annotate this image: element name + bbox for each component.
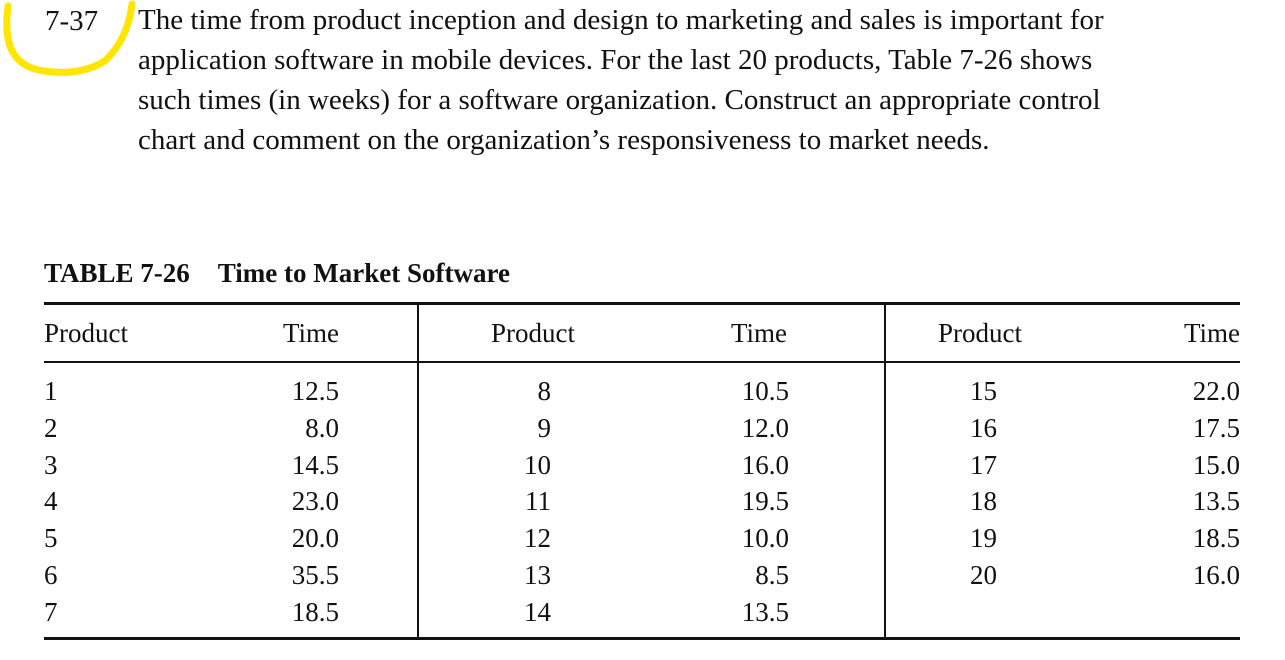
cell-time: 12.0 <box>741 413 789 443</box>
cell-product: 1 <box>44 376 58 406</box>
header-time: Time <box>283 318 340 348</box>
cell-product: 12 <box>524 523 551 553</box>
cell-time: 8.5 <box>755 560 789 590</box>
cell-time: 8.0 <box>305 413 339 443</box>
header-time: Time <box>731 318 788 348</box>
cell-time: 12.5 <box>291 376 339 406</box>
cell-product: 3 <box>44 450 58 480</box>
problem-statement: The time from product inception and desi… <box>138 0 1248 160</box>
header-product: Product <box>938 318 1022 348</box>
cell-product: 6 <box>44 560 58 590</box>
cell-product: 5 <box>44 523 58 553</box>
cell-time: 13.5 <box>1192 486 1240 516</box>
column-group-divider <box>417 304 419 639</box>
cell-time: 18.5 <box>1192 523 1240 553</box>
table-caption: TABLE 7-26 Time to Market Software <box>44 258 510 289</box>
cell-time: 20.0 <box>291 523 339 553</box>
cell-product: 14 <box>524 597 551 627</box>
cell-time: 10.5 <box>741 376 789 406</box>
cell-product: 9 <box>537 413 552 443</box>
cell-time: 16.0 <box>741 450 789 480</box>
cell-time: 10.0 <box>741 523 789 553</box>
table-header-rule <box>44 361 1240 363</box>
header-time: Time <box>1183 318 1240 348</box>
cell-product: 17 <box>970 450 997 480</box>
cell-time: 19.5 <box>741 486 789 516</box>
cell-product: 15 <box>970 376 997 406</box>
cell-time: 16.0 <box>1192 560 1240 590</box>
cell-time: 13.5 <box>741 597 789 627</box>
cell-time: 23.0 <box>291 486 339 516</box>
table-bottom-rule <box>44 637 1240 640</box>
column-group-divider <box>884 304 886 639</box>
header-product: Product <box>491 318 575 348</box>
cell-time: 15.0 <box>1192 450 1240 480</box>
cell-product: 4 <box>44 486 58 516</box>
cell-product: 13 <box>524 560 551 590</box>
problem-number: 7-37 <box>45 5 99 37</box>
cell-time: 14.5 <box>291 450 339 480</box>
cell-product: 19 <box>970 523 997 553</box>
data-table: Product Time Product Time Product Time 1… <box>44 302 1240 642</box>
cell-product: 8 <box>537 376 552 406</box>
cell-product: 20 <box>970 560 997 590</box>
problem-line: chart and comment on the organization’s … <box>138 124 990 156</box>
cell-product: 11 <box>525 486 551 516</box>
problem-line: The time from product inception and desi… <box>138 4 1104 36</box>
cell-time: 35.5 <box>291 560 339 590</box>
table-title: Time to Market Software <box>217 258 510 288</box>
cell-product: 7 <box>44 597 58 627</box>
problem-line: such times (in weeks) for a software org… <box>138 84 1101 116</box>
table-top-rule <box>44 302 1240 305</box>
cell-time: 22.0 <box>1192 376 1240 406</box>
cell-product: 10 <box>524 450 551 480</box>
problem-line: application software in mobile devices. … <box>138 44 1093 76</box>
header-product: Product <box>44 318 128 348</box>
cell-time: 17.5 <box>1192 413 1240 443</box>
table-label: TABLE 7-26 <box>44 258 190 288</box>
cell-product: 16 <box>970 413 997 443</box>
cell-product: 2 <box>44 413 58 443</box>
cell-product: 18 <box>970 486 997 516</box>
cell-time: 18.5 <box>291 597 339 627</box>
yellow-highlight-mark <box>3 0 136 76</box>
